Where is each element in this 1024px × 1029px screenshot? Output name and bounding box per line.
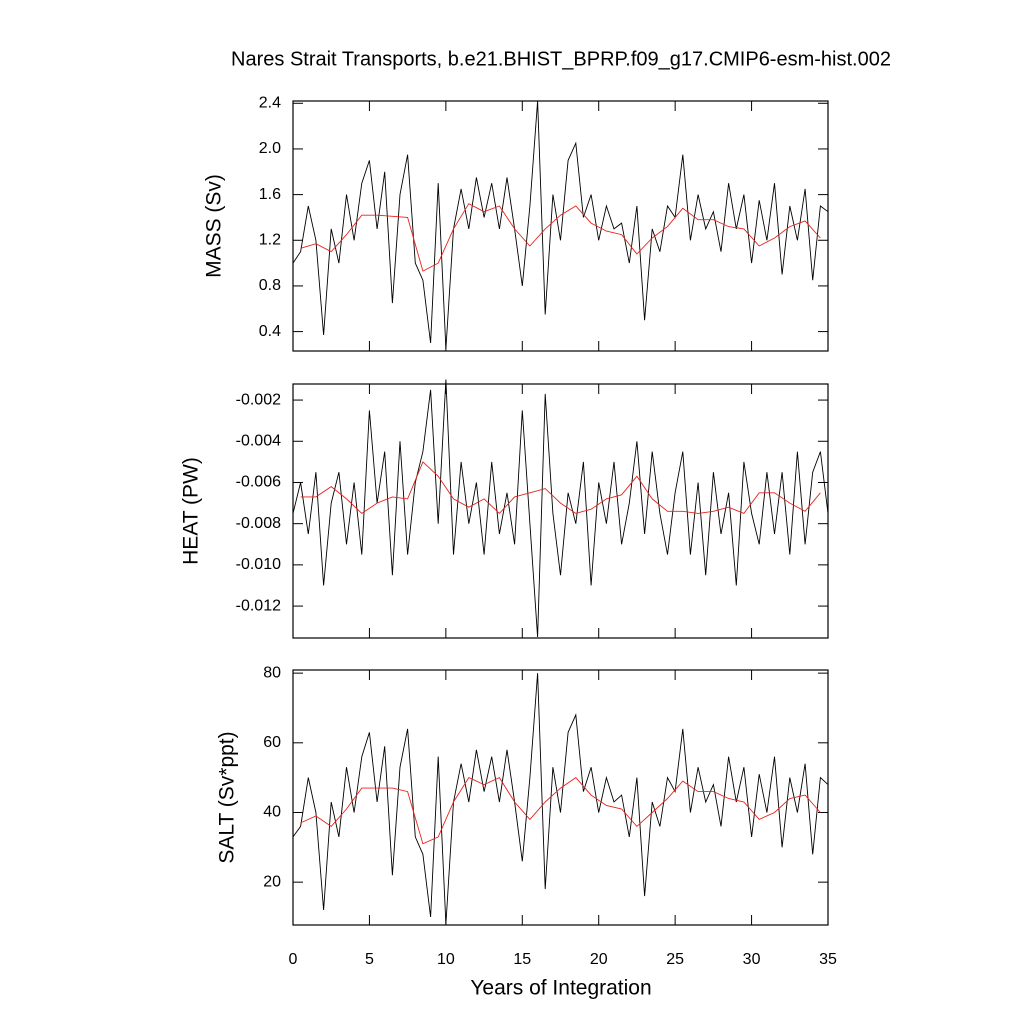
chart-title: Nares Strait Transports, b.e21.BHIST_BPR… [231, 48, 891, 70]
x-tick-label: 5 [365, 951, 374, 968]
y-tick-label: 40 [263, 804, 281, 821]
x-tick-label: 35 [819, 951, 837, 968]
y-tick-label: 2.4 [259, 95, 281, 112]
x-tick-label: 25 [666, 951, 684, 968]
series-line [300, 203, 821, 272]
y-tick-label: 60 [263, 734, 281, 751]
series-line [300, 777, 821, 845]
x-tick-label: 10 [437, 951, 455, 968]
plot-frame [292, 100, 829, 352]
y-tick-label: 1.6 [259, 186, 281, 203]
x-tick-label: 15 [513, 951, 531, 968]
plot-frame [292, 383, 829, 639]
y-tick-label: -0.002 [236, 391, 281, 408]
x-axis-label: Years of Integration [470, 977, 651, 1000]
x-tick-label: 0 [289, 951, 298, 968]
y-tick-label: -0.012 [236, 597, 281, 614]
y-tick-label: -0.004 [236, 432, 281, 449]
series-line [300, 461, 821, 515]
y-tick-label: 80 [263, 664, 281, 681]
y-tick-label: 2.0 [259, 140, 281, 157]
series-line [292, 673, 829, 925]
y-tick-label: 20 [263, 873, 281, 890]
plot-frame [292, 669, 829, 926]
y-tick-label: 0.4 [259, 323, 281, 340]
x-tick-label: 20 [590, 951, 608, 968]
series-line [292, 379, 829, 638]
y-tick-label: -0.010 [236, 556, 281, 573]
y-axis-label: SALT (Sv*ppt) [216, 731, 239, 863]
y-tick-label: -0.008 [236, 515, 281, 532]
y-axis-label: MASS (Sv) [203, 174, 226, 278]
x-tick-label: 30 [743, 951, 761, 968]
series-line [292, 100, 829, 349]
y-tick-label: 1.2 [259, 231, 281, 248]
y-tick-label: -0.006 [236, 474, 281, 491]
y-axis-label: HEAT (PW) [180, 457, 203, 565]
y-tick-label: 0.8 [259, 277, 281, 294]
